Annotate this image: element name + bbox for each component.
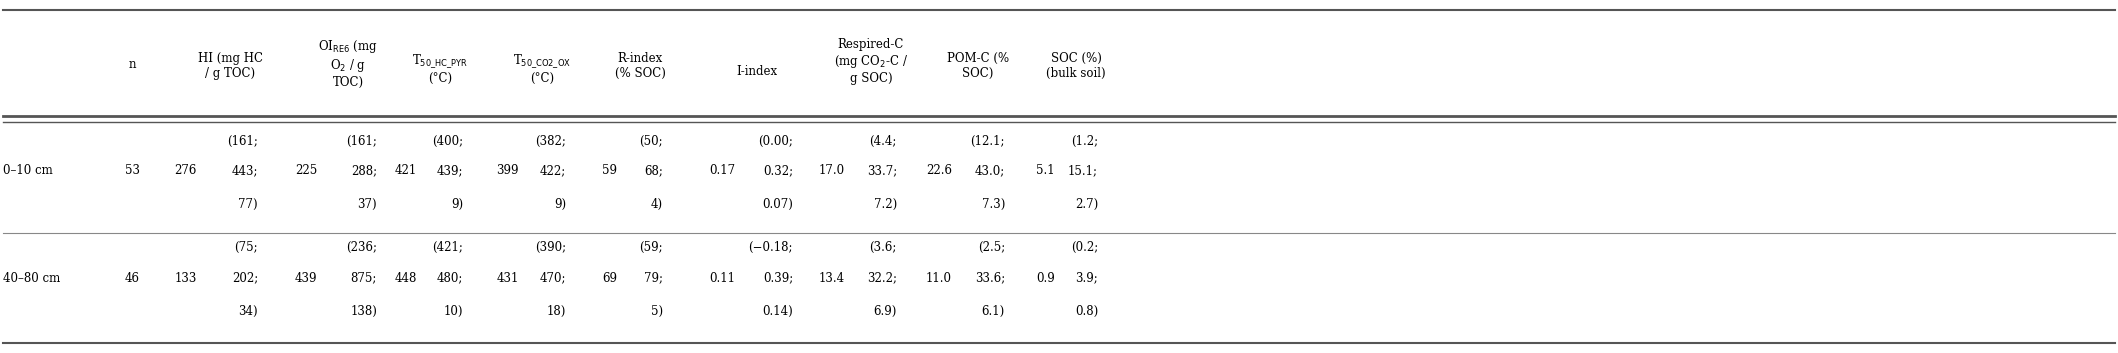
Text: (2.5;: (2.5; [979,240,1006,253]
Text: 18): 18) [546,305,566,317]
Text: (161;: (161; [227,134,258,148]
Text: 202;: 202; [231,271,258,285]
Text: (0.00;: (0.00; [758,134,792,148]
Text: 59: 59 [602,164,616,178]
Text: 439;: 439; [436,164,464,178]
Text: 17.0: 17.0 [820,164,845,178]
Text: 33.6;: 33.6; [974,271,1006,285]
Text: 15.1;: 15.1; [1067,164,1097,178]
Text: 79;: 79; [644,271,663,285]
Text: 0.14): 0.14) [762,305,792,317]
Text: 480;: 480; [436,271,464,285]
Text: 0.11: 0.11 [710,271,735,285]
Text: (400;: (400; [432,134,464,148]
Text: 5.1: 5.1 [1036,164,1055,178]
Text: 0–10 cm: 0–10 cm [2,164,53,178]
Text: (−0.18;: (−0.18; [748,240,792,253]
Text: n: n [129,59,136,72]
Text: 77): 77) [239,197,258,210]
Text: (59;: (59; [640,240,663,253]
Text: Respired-C
(mg CO$_2$-C /
g SOC): Respired-C (mg CO$_2$-C / g SOC) [834,38,909,85]
Text: 0.32;: 0.32; [762,164,792,178]
Text: (1.2;: (1.2; [1072,134,1097,148]
Text: 470;: 470; [540,271,566,285]
Text: HI (mg HC
/ g TOC): HI (mg HC / g TOC) [197,52,263,80]
Text: 399: 399 [496,164,519,178]
Text: 7.2): 7.2) [875,197,898,210]
Text: OI$_{\rm RE6}$ (mg
O$_2$ / g
TOC): OI$_{\rm RE6}$ (mg O$_2$ / g TOC) [318,38,377,89]
Text: 6.1): 6.1) [983,305,1006,317]
Text: (75;: (75; [235,240,258,253]
Text: T$_{\rm 50\_HC\_PYR}$
(°C): T$_{\rm 50\_HC\_PYR}$ (°C) [413,52,468,85]
Text: POM-C (%
SOC): POM-C (% SOC) [947,52,1008,80]
Text: 6.9): 6.9) [873,305,898,317]
Text: 68;: 68; [644,164,663,178]
Text: 3.9;: 3.9; [1076,271,1097,285]
Text: (3.6;: (3.6; [870,240,898,253]
Text: (0.2;: (0.2; [1072,240,1097,253]
Text: 13.4: 13.4 [820,271,845,285]
Text: (421;: (421; [432,240,464,253]
Text: 875;: 875; [352,271,377,285]
Text: 0.07): 0.07) [762,197,792,210]
Text: 2.7): 2.7) [1074,197,1097,210]
Text: 9): 9) [451,197,464,210]
Text: 32.2;: 32.2; [866,271,898,285]
Text: (50;: (50; [640,134,663,148]
Text: I-index: I-index [737,65,777,78]
Text: 225: 225 [294,164,318,178]
Text: 276: 276 [174,164,197,178]
Text: 69: 69 [602,271,616,285]
Text: SOC (%)
(bulk soil): SOC (%) (bulk soil) [1046,52,1106,80]
Text: 0.8): 0.8) [1074,305,1097,317]
Text: 22.6: 22.6 [926,164,951,178]
Text: 439: 439 [294,271,318,285]
Text: 53: 53 [125,164,140,178]
Text: (390;: (390; [536,240,566,253]
Text: 43.0;: 43.0; [974,164,1006,178]
Text: 0.39;: 0.39; [762,271,792,285]
Text: (236;: (236; [345,240,377,253]
Text: 288;: 288; [352,164,377,178]
Text: R-index
(% SOC): R-index (% SOC) [614,52,665,80]
Text: 34): 34) [239,305,258,317]
Text: 9): 9) [555,197,566,210]
Text: 0.9: 0.9 [1036,271,1055,285]
Text: 0.17: 0.17 [710,164,735,178]
Text: 431: 431 [496,271,519,285]
Text: 138): 138) [349,305,377,317]
Text: (12.1;: (12.1; [970,134,1006,148]
Text: 422;: 422; [540,164,566,178]
Text: 33.7;: 33.7; [866,164,898,178]
Text: (4.4;: (4.4; [870,134,898,148]
Text: 11.0: 11.0 [926,271,951,285]
Text: 10): 10) [443,305,464,317]
Text: 46: 46 [125,271,140,285]
Text: 7.3): 7.3) [981,197,1006,210]
Text: 421: 421 [394,164,417,178]
Text: (382;: (382; [536,134,566,148]
Text: 133: 133 [174,271,197,285]
Text: 37): 37) [358,197,377,210]
Text: 443;: 443; [231,164,258,178]
Text: 4): 4) [650,197,663,210]
Text: 40–80 cm: 40–80 cm [2,271,59,285]
Text: (161;: (161; [345,134,377,148]
Text: 448: 448 [394,271,417,285]
Text: T$_{\rm 50\_CO2\_OX}$
(°C): T$_{\rm 50\_CO2\_OX}$ (°C) [513,52,572,85]
Text: 5): 5) [650,305,663,317]
